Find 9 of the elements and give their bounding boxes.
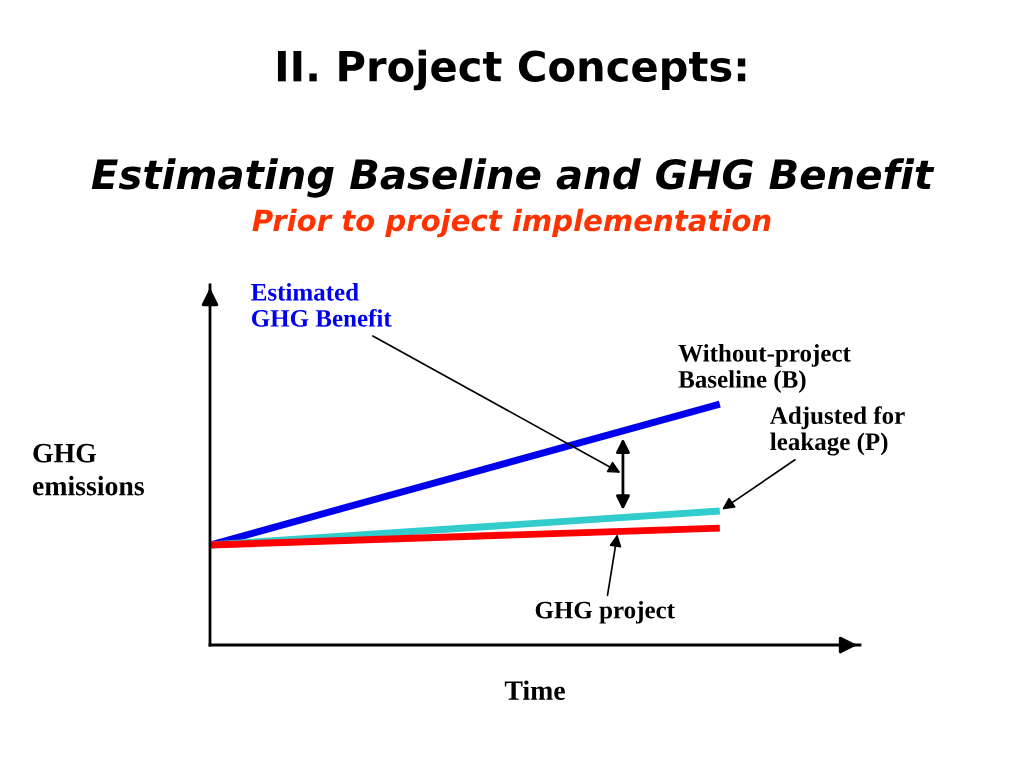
series-label: Without-project Baseline (B) (678, 344, 851, 393)
y-axis-title: GHG emissions (32, 443, 144, 496)
x-axis-title: Time (504, 680, 565, 700)
text: Prior to project implementation (252, 208, 771, 238)
chart-subtitle: Estimating Baseline and GHG Benefit (91, 158, 935, 198)
text: GHG project (535, 600, 675, 624)
text: Adjusted for leakage (P) (770, 406, 905, 456)
text: Estimated GHG Benefit (251, 283, 392, 327)
chart-title: II. Project Concepts: (277, 49, 746, 91)
